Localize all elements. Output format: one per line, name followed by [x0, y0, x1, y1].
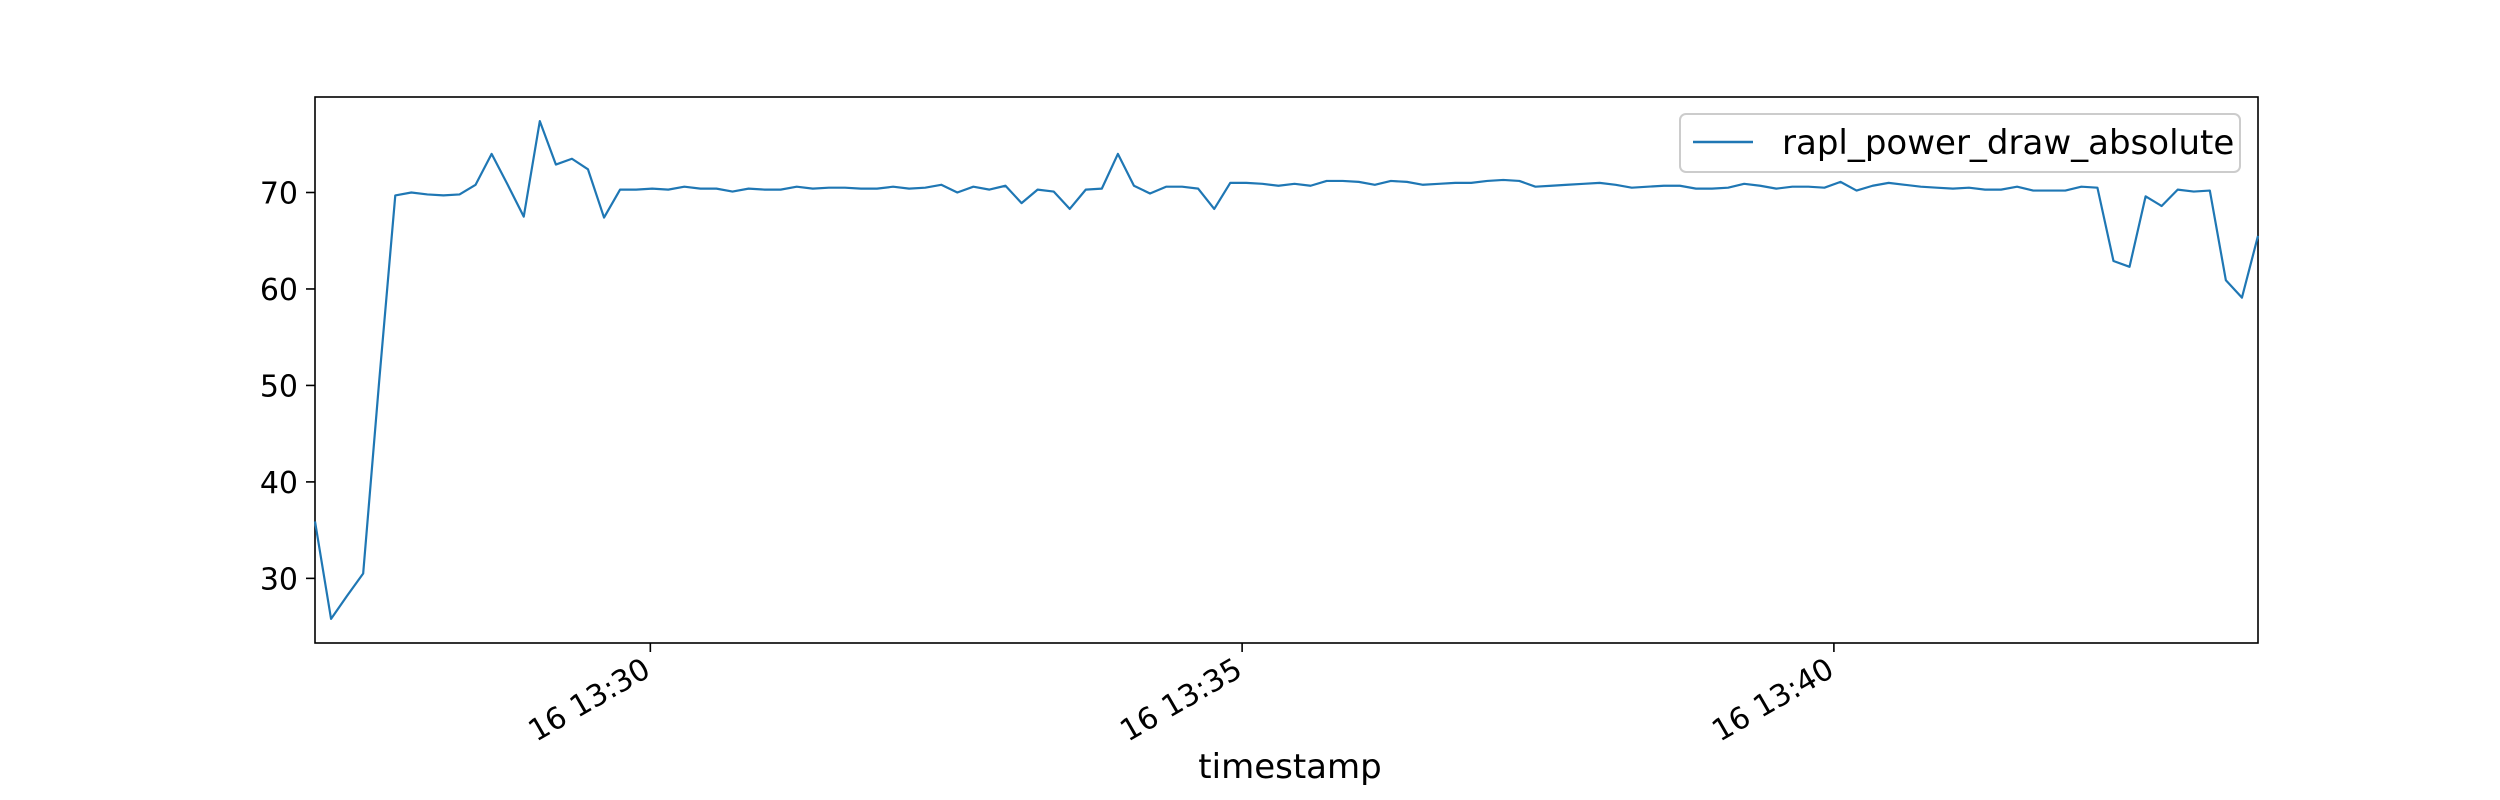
y-tick-label: 60: [260, 273, 298, 308]
series-line: [313, 120, 2260, 620]
plot-frame: [314, 96, 2259, 644]
y-tick-label: 70: [260, 177, 298, 212]
legend-label: rapl_power_draw_absolute: [1782, 123, 2234, 163]
x-axis: 16 13:30 16 13:35 16 13:40: [523, 643, 1840, 749]
legend-box: [1679, 113, 2241, 173]
y-axis: 30 40 50 60 70: [260, 177, 315, 597]
plot-area: [313, 96, 2260, 644]
x-axis-label: timestamp: [1198, 747, 1381, 787]
y-tick-label: 50: [260, 369, 298, 404]
x-tick-label: 16 13:40: [1706, 652, 1840, 749]
y-tick-label: 30: [260, 562, 298, 597]
x-tick-label: 16 13:30: [523, 652, 657, 749]
legend: rapl_power_draw_absolute: [1679, 113, 2241, 173]
y-tick-label: 40: [260, 466, 298, 501]
x-tick-label: 16 13:35: [1114, 652, 1248, 749]
